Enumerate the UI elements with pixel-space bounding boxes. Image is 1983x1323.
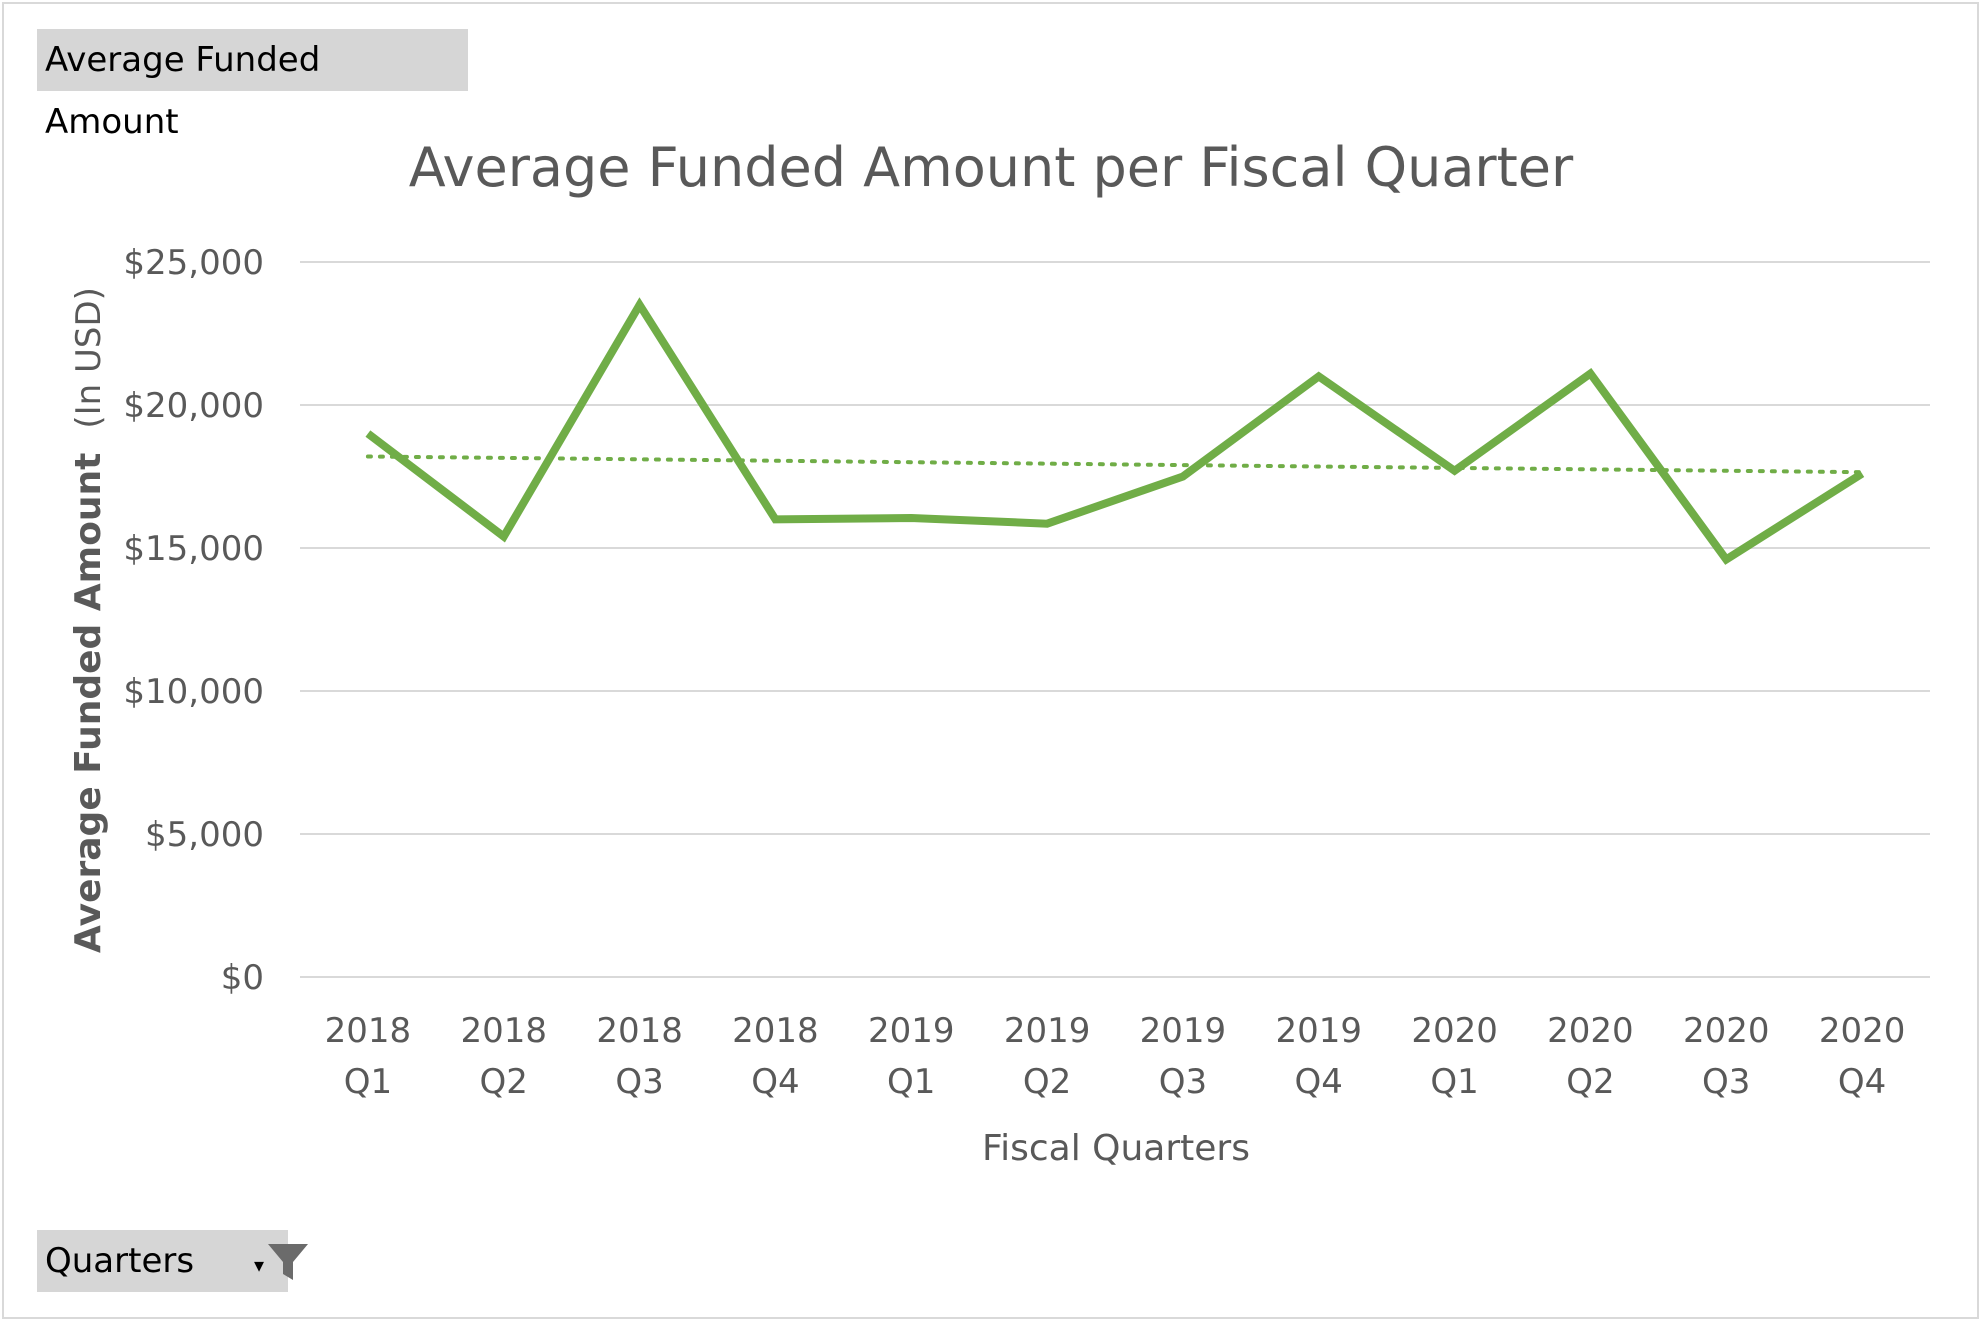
x-tick-label: 2018 Q4 [732,1011,819,1102]
x-tick-label: 2019 Q1 [868,1011,955,1102]
x-tick-label: 2020 Q2 [1547,1011,1634,1102]
axis-field-label: Quarters [45,1241,195,1281]
x-tick-label: 2020 Q1 [1411,1011,1498,1102]
y-axis-ticks: $0 $5,000 $10,000 $15,000 $20,000 $25,000 [123,243,264,998]
svg-text:Average Funded Amount(In USD): Average Funded Amount (In USD) [68,287,109,953]
gridlines [300,261,1930,978]
x-tick-label: 2018 Q3 [596,1011,683,1102]
y-tick-label: $0 [221,958,264,998]
x-tick-label: 2018 Q1 [325,1011,412,1102]
x-tick-label: 2019 Q2 [1004,1011,1091,1102]
y-tick-label: $25,000 [123,243,264,283]
x-tick-label: 2018 Q2 [460,1011,547,1102]
y-axis-label: Average Funded Amount (In USD) [68,287,109,953]
x-tick-label: 2019 Q3 [1140,1011,1227,1102]
axis-field-button[interactable]: Quarters ▾ [37,1230,308,1292]
x-tick-label: 2019 Q4 [1275,1011,1362,1102]
y-axis-label-suffix: (In USD) [69,287,109,429]
y-tick-label: $5,000 [145,815,264,855]
data-points [367,304,1863,560]
x-axis-ticks: 2018 Q1 2018 Q2 2018 Q3 2018 Q4 2019 Q1 2019 Q2 2019… [325,1011,1906,1102]
filter-icon[interactable] [266,1242,310,1282]
x-axis-label: Fiscal Quarters [982,1128,1250,1169]
trendline [365,454,1865,475]
y-tick-label: $20,000 [123,386,264,426]
y-tick-label: $15,000 [123,529,264,569]
dropdown-arrow-icon[interactable]: ▾ [254,1253,265,1277]
y-axis-label-main: Average Funded Amount [68,453,109,953]
series-line [365,297,1865,565]
value-field-button[interactable]: Average Funded Amount [37,29,468,142]
x-tick-label: 2020 Q3 [1683,1011,1770,1102]
x-tick-label: 2020 Q4 [1819,1011,1906,1102]
y-tick-label: $10,000 [123,672,264,712]
chart-title: Average Funded Amount per Fiscal Quarter [409,136,1574,199]
